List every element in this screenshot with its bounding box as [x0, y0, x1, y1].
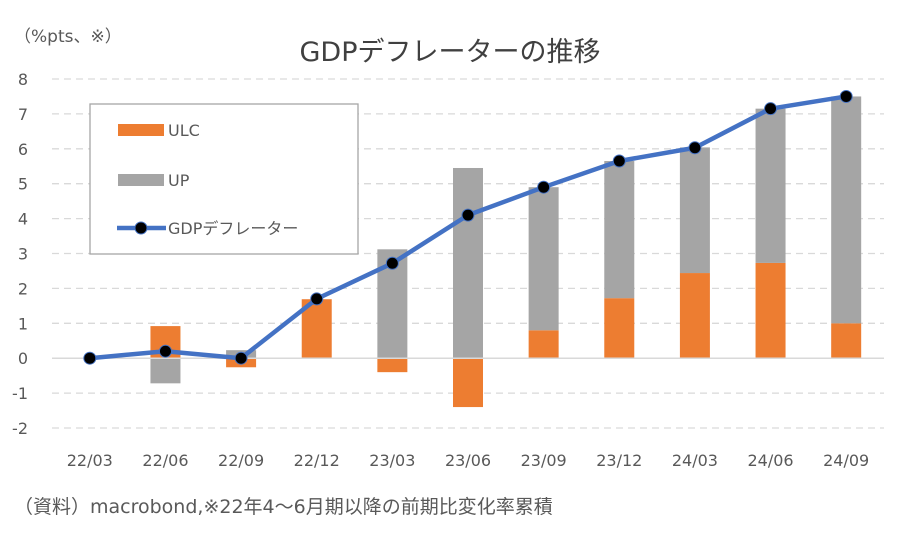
legend-swatch-up [118, 174, 164, 186]
x-tick-label: 23/03 [369, 451, 415, 470]
x-axis-ticks: 22/03 22/06 22/09 22/12 23/03 23/06 23/09 23/12… [67, 451, 869, 470]
legend-swatch-gdp-deflator-marker [134, 221, 148, 235]
gdp-deflator-point-22-06 [158, 344, 172, 358]
y-tick-label: 8 [18, 70, 28, 89]
x-tick-label: 23/12 [596, 451, 642, 470]
y-tick-label: 5 [18, 175, 28, 194]
legend-label-up: UP [168, 171, 190, 190]
bar-ulc-24-09 [831, 323, 862, 359]
x-tick-label: 23/09 [521, 451, 567, 470]
gdp-deflator-point-22-12 [310, 292, 324, 306]
bar-ulc-23-12 [604, 298, 635, 359]
x-tick-label: 22/06 [142, 451, 188, 470]
bar-up-23-12 [604, 161, 635, 299]
y-axis-unit-label: （%pts、※） [14, 27, 122, 47]
bar-up-24-03 [679, 147, 710, 274]
y-tick-label: 3 [18, 245, 28, 264]
gdp-deflator-point-22-03 [83, 351, 97, 365]
x-tick-label: 22/09 [218, 451, 264, 470]
bar-ulc-24-06 [755, 262, 786, 359]
bar-ulc-24-03 [679, 273, 710, 359]
bar-up-24-09 [831, 96, 862, 324]
y-tick-label: 6 [18, 140, 28, 159]
gdp-deflator-point-22-09 [234, 351, 248, 365]
bar-up-23-09 [528, 187, 559, 331]
gdp-deflator-point-23-12 [612, 154, 626, 168]
x-tick-label: 22/03 [67, 451, 113, 470]
chart-title: GDPデフレーターの推移 [299, 37, 601, 68]
bar-up-22-06 [150, 358, 181, 384]
y-tick-label: 1 [18, 314, 28, 333]
gdp-deflator-point-24-06 [764, 102, 778, 116]
gdp-deflator-point-24-03 [688, 141, 702, 155]
y-tick-label: -1 [12, 384, 28, 403]
gdp-deflator-point-24-09 [839, 89, 853, 103]
source-note: （資料）macrobond,※22年4～6月期以降の前期比変化率累積 [14, 496, 553, 518]
y-tick-label: 2 [18, 279, 28, 298]
y-tick-label: -2 [12, 419, 28, 438]
bar-up-24-06 [755, 108, 786, 263]
bar-ulc-23-09 [528, 330, 559, 359]
y-tick-label: 7 [18, 105, 28, 124]
gdp-deflator-point-23-06 [461, 208, 475, 222]
legend-swatch-ulc [118, 124, 164, 136]
bar-up-23-06 [453, 167, 483, 359]
x-tick-label: 23/06 [445, 451, 491, 470]
legend: ULC UP GDPデフレーター [89, 103, 359, 255]
gdp-deflator-point-23-09 [537, 180, 551, 194]
x-tick-label: 24/06 [747, 451, 793, 470]
bar-ulc-23-03 [377, 358, 408, 373]
y-tick-label: 0 [18, 349, 28, 368]
gdp-deflator-point-23-03 [385, 256, 399, 270]
y-axis-ticks: 8 7 6 5 4 3 2 1 0 -1 -2 [12, 70, 28, 438]
legend-label-gdp-deflator: GDPデフレーター [168, 219, 298, 238]
x-tick-label: 24/03 [672, 451, 718, 470]
bar-ulc-23-06 [453, 358, 483, 408]
x-tick-label: 24/09 [823, 451, 869, 470]
y-tick-label: 4 [18, 210, 28, 229]
legend-label-ulc: ULC [168, 121, 200, 140]
line-series [83, 89, 853, 365]
x-tick-label: 22/12 [294, 451, 340, 470]
